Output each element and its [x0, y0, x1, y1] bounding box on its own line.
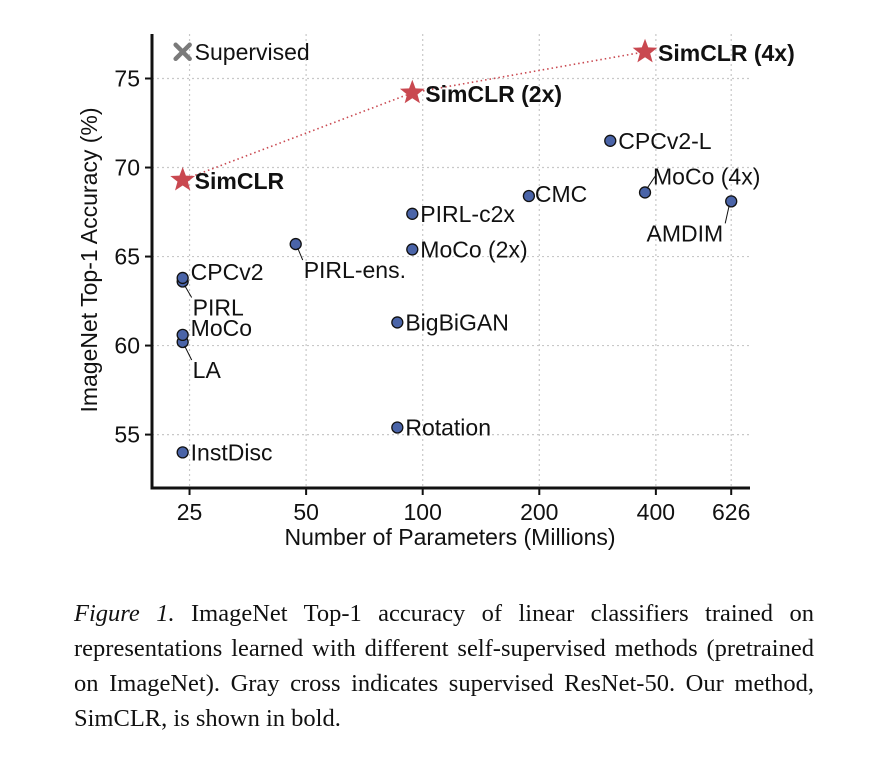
- simclr-label: SimCLR (4x): [658, 40, 795, 66]
- point-label: AMDIM: [647, 220, 724, 246]
- x-tick-label: 200: [520, 499, 558, 525]
- label-leader: [184, 285, 193, 298]
- y-axis-title: ImageNet Top-1 Accuracy (%): [76, 107, 102, 412]
- simclr-connector-layer: [182, 51, 646, 181]
- simclr-connector-line: [182, 51, 646, 181]
- x-tick-label: 626: [712, 499, 750, 525]
- point-label: Rotation: [405, 414, 491, 440]
- grid-layer: [152, 34, 750, 488]
- data-point: [725, 195, 738, 208]
- point-label: BigBiGAN: [405, 309, 509, 335]
- caption-label: Figure 1.: [74, 600, 175, 627]
- data-point: [176, 271, 189, 285]
- simclr-point: [632, 38, 658, 63]
- x-tick-label: 50: [293, 499, 319, 525]
- point-label: MoCo (2x): [420, 236, 527, 262]
- y-tick-label: 65: [114, 244, 140, 270]
- data-point: [289, 237, 302, 251]
- scatter-chart: 55 60 65 70 75 25 50 100 200 400 626 InstDisc LA MoC…: [76, 34, 795, 550]
- point-label: LA: [193, 357, 222, 383]
- point-label: MoCo (4x): [653, 163, 760, 189]
- simclr-point: [170, 166, 196, 191]
- axes-layer: 55 60 65 70 75 25 50 100 200 400 626: [114, 34, 750, 525]
- caption-text: ImageNet Top-1 accuracy of linear classi…: [74, 600, 814, 732]
- point-label: InstDisc: [191, 439, 273, 465]
- data-point: [406, 207, 419, 220]
- simclr-label: SimCLR: [195, 168, 285, 194]
- data-point: [406, 243, 419, 256]
- point-label: PIRL-c2x: [420, 201, 515, 227]
- data-point: [638, 186, 652, 199]
- simclr-label: SimCLR (2x): [425, 81, 562, 107]
- x-axis-title: Number of Parameters (Millions): [284, 524, 615, 550]
- figure-caption: Figure 1. ImageNet Top-1 accuracy of lin…: [74, 596, 814, 736]
- data-point: [176, 328, 189, 342]
- label-leader: [646, 176, 656, 189]
- point-label: PIRL: [193, 294, 244, 320]
- supervised-cross-marker: [173, 42, 192, 62]
- data-point: [176, 446, 189, 459]
- label-leader: [724, 205, 730, 224]
- data-point: [522, 189, 536, 203]
- simclr-point: [399, 79, 425, 104]
- point-label: CPCv2-L: [618, 128, 712, 154]
- y-tick-label: 75: [114, 66, 140, 92]
- x-tick-label: 25: [177, 499, 203, 525]
- point-label: CPCv2: [191, 259, 264, 285]
- supervised-label: Supervised: [195, 39, 310, 65]
- y-tick-label: 70: [114, 155, 140, 181]
- label-leader: [297, 247, 304, 261]
- point-label: MoCo: [191, 315, 252, 341]
- data-point: [391, 421, 404, 434]
- label-leader: [184, 345, 193, 361]
- data-point: [604, 134, 617, 147]
- x-tick-label: 100: [404, 499, 442, 525]
- y-tick-label: 55: [114, 422, 140, 448]
- x-tick-label: 400: [637, 499, 675, 525]
- y-tick-label: 60: [114, 333, 140, 359]
- point-label: CMC: [535, 181, 587, 207]
- data-point: [391, 316, 404, 329]
- point-label: PIRL-ens.: [304, 257, 406, 283]
- points-layer: [170, 38, 738, 459]
